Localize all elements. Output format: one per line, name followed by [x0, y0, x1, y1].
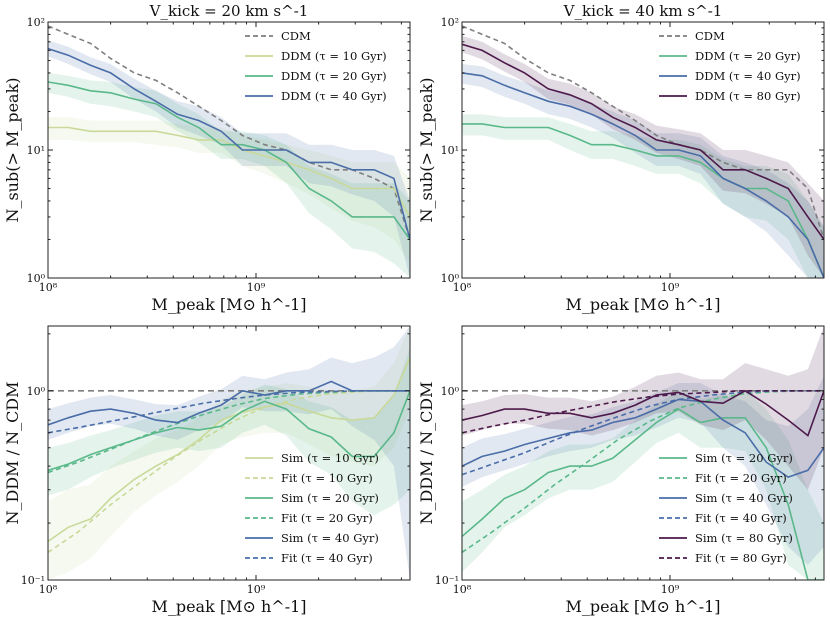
- series-line-2: [462, 72, 824, 278]
- legend-label: DDM (τ = 40 Gyr): [695, 69, 801, 83]
- y-tick-label: 10²: [27, 16, 45, 29]
- y-tick-label: 10²: [441, 16, 459, 29]
- legend-label: Fit (τ = 40 Gyr): [695, 511, 787, 525]
- x-axis-label: M_peak [M⊙ h^-1]: [151, 597, 306, 616]
- series-line-0: [462, 408, 824, 580]
- series-line-2: [462, 398, 824, 478]
- y-axis-label: N_DDM / N_CDM: [417, 381, 436, 524]
- panel-title: V_kick = 20 km s^-1: [149, 2, 309, 20]
- series-line-4: [462, 389, 824, 437]
- series-line-3: [48, 47, 410, 240]
- band-0: [462, 390, 824, 580]
- x-tick-label: 10⁸: [453, 583, 472, 596]
- y-tick-label: 10⁻¹: [435, 574, 459, 587]
- legend-label: DDM (τ = 20 Gyr): [695, 49, 801, 63]
- series-line-0: [48, 25, 410, 240]
- legend-label: DDM (τ = 20 Gyr): [281, 69, 387, 83]
- x-axis-label: M_peak [M⊙ h^-1]: [151, 295, 306, 314]
- y-axis-label: N_DDM / N_CDM: [3, 381, 22, 524]
- x-tick-label: 10⁹: [247, 583, 266, 596]
- x-axis-label: M_peak [M⊙ h^-1]: [565, 295, 720, 314]
- band-2: [48, 347, 410, 516]
- legend-label: Fit (τ = 80 Gyr): [695, 551, 787, 565]
- band-4: [462, 326, 824, 490]
- band-0: [48, 326, 410, 580]
- y-tick-label: 10⁻¹: [21, 574, 45, 587]
- y-tick-label: 10⁰: [27, 385, 46, 398]
- x-tick-label: 10⁹: [661, 583, 680, 596]
- plot-area: [462, 326, 824, 580]
- y-axis-label: N_sub(> M_peak): [417, 77, 436, 222]
- axes-frame: [461, 325, 825, 581]
- legend-label: Sim (τ = 20 Gyr): [281, 491, 379, 505]
- y-tick-label: 10⁰: [27, 272, 46, 285]
- plot-area: [462, 25, 824, 278]
- band-2: [462, 64, 824, 278]
- series-line-3: [462, 43, 824, 240]
- series-line-5: [48, 389, 410, 434]
- plot-area: [48, 326, 410, 580]
- y-tick-label: 10¹: [27, 144, 45, 157]
- legend: Sim (τ = 20 Gyr) Fit (τ = 20 Gyr) Sim (τ =…: [659, 451, 793, 565]
- legend: CDM DDM (τ = 10 Gyr) DDM (τ = 20 Gyr) DDM (…: [245, 29, 387, 103]
- y-axis-label: N_sub(> M_peak): [3, 77, 22, 222]
- panel-bottom-right: 10⁸ 10⁹ 10⁻¹ 10⁰ M_peak [M⊙ h^-1] N_DDM / N_C…: [417, 325, 825, 616]
- x-tick-label: 10⁸: [453, 281, 472, 294]
- legend-label: Fit (τ = 20 Gyr): [695, 471, 787, 485]
- series-line-1: [462, 123, 824, 278]
- series-line-2: [48, 390, 410, 472]
- legend-label: DDM (τ = 80 Gyr): [695, 89, 801, 103]
- legend-label: Sim (τ = 40 Gyr): [695, 491, 793, 505]
- legend-label: Fit (τ = 20 Gyr): [281, 511, 373, 525]
- x-tick-label: 10⁸: [39, 281, 58, 294]
- series-line-0: [462, 25, 824, 240]
- x-tick-label: 10⁹: [661, 281, 680, 294]
- legend-label: DDM (τ = 10 Gyr): [281, 49, 387, 63]
- legend-label: Sim (τ = 10 Gyr): [281, 451, 379, 465]
- legend-label: Fit (τ = 40 Gyr): [281, 551, 373, 565]
- series-line-4: [48, 380, 410, 426]
- legend-label: DDM (τ = 40 Gyr): [281, 89, 387, 103]
- legend-label: CDM: [281, 29, 311, 43]
- y-tick-label: 10⁰: [441, 272, 460, 285]
- band-4: [48, 326, 410, 580]
- panel-bottom-left: 10⁸ 10⁹ 10⁻¹ 10⁰ M_peak [M⊙ h^-1] N_DDM / N_C…: [3, 325, 411, 616]
- x-tick-label: 10⁸: [39, 583, 58, 596]
- band-3: [462, 35, 824, 278]
- panel-top-left: 10⁸ 10⁹ 10⁰ 10¹ 10² M_peak [M⊙ h^-1] N_sub(> M…: [3, 2, 411, 314]
- series-line-0: [48, 357, 410, 543]
- legend: CDM DDM (τ = 20 Gyr) DDM (τ = 40 Gyr) DDM (…: [659, 29, 801, 103]
- legend-label: Fit (τ = 10 Gyr): [281, 471, 373, 485]
- band-2: [48, 72, 410, 278]
- panel-top-right: 10⁸ 10⁹ 10⁰ 10¹ 10² M_peak [M⊙ h^-1] N_sub(> M…: [417, 2, 825, 314]
- legend-label: Sim (τ = 20 Gyr): [695, 451, 793, 465]
- series-line-5: [462, 389, 824, 434]
- legend-label: Sim (τ = 40 Gyr): [281, 531, 379, 545]
- y-tick-label: 10⁰: [441, 385, 460, 398]
- plot-area: [48, 25, 410, 278]
- y-tick-label: 10¹: [441, 144, 459, 157]
- legend: Sim (τ = 10 Gyr) Fit (τ = 10 Gyr) Sim (τ =…: [245, 451, 379, 565]
- series-line-2: [48, 81, 410, 240]
- band-1: [462, 114, 824, 278]
- x-tick-label: 10⁹: [247, 281, 266, 294]
- legend-label: Sim (τ = 80 Gyr): [695, 531, 793, 545]
- axes-frame: [47, 325, 411, 581]
- band-1: [48, 117, 410, 264]
- panel-title: V_kick = 40 km s^-1: [563, 2, 723, 20]
- x-axis-label: M_peak [M⊙ h^-1]: [565, 597, 720, 616]
- band-2: [462, 375, 824, 565]
- legend-label: CDM: [695, 29, 725, 43]
